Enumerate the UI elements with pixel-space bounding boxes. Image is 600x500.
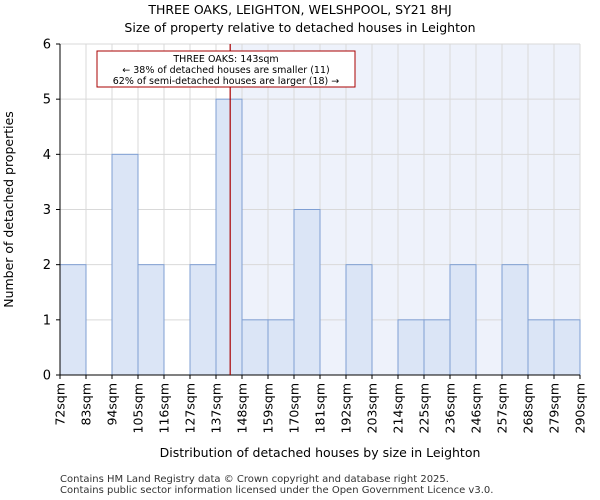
- x-tick-label: 170sqm: [287, 383, 302, 433]
- x-tick-label: 236sqm: [443, 383, 458, 433]
- x-tick-label: 94sqm: [105, 383, 120, 426]
- bar-94sqm: [111, 153, 139, 376]
- y-tick-label: 0: [43, 369, 51, 384]
- bar-148sqm: [241, 319, 269, 376]
- y-tick-label: 4: [43, 148, 51, 163]
- x-tick-label: 159sqm: [261, 383, 276, 433]
- bar-192sqm: [345, 264, 373, 376]
- annotation-line-1: THREE OAKS: 143sqm: [172, 54, 278, 65]
- x-tick-label: 181sqm: [313, 383, 328, 433]
- bar-105sqm: [137, 264, 165, 376]
- y-tick-label: 3: [43, 203, 51, 218]
- y-tick-label: 1: [43, 313, 51, 328]
- bar-236sqm: [449, 264, 477, 376]
- bar-214sqm: [397, 319, 425, 376]
- x-tick-label: 246sqm: [469, 383, 484, 433]
- x-tick-label: 148sqm: [235, 383, 250, 433]
- x-tick-label: 137sqm: [209, 383, 224, 433]
- x-tick-label: 203sqm: [365, 383, 380, 433]
- bar-268sqm: [527, 319, 555, 376]
- y-axis-label: Number of detached properties: [1, 111, 16, 308]
- annotation-line-2: ← 38% of detached houses are smaller (11…: [122, 65, 329, 76]
- x-tick-label: 290sqm: [573, 383, 588, 433]
- y-tick-label: 5: [43, 93, 51, 108]
- footer-line-1: Contains HM Land Registry data © Crown c…: [60, 474, 449, 485]
- bar-225sqm: [423, 319, 451, 376]
- bar-170sqm: [293, 209, 321, 376]
- bar-72sqm: [59, 264, 87, 376]
- chart-title: THREE OAKS, LEIGHTON, WELSHPOOL, SY21 8H…: [148, 2, 452, 17]
- x-tick-label: 214sqm: [391, 383, 406, 433]
- chart-subtitle: Size of property relative to detached ho…: [124, 20, 476, 35]
- x-tick-label: 105sqm: [131, 383, 146, 433]
- bar-257sqm: [501, 264, 529, 376]
- x-tick-label: 83sqm: [79, 383, 94, 426]
- bar-127sqm: [189, 264, 217, 376]
- annotation-box: [96, 50, 356, 88]
- x-axis-label: Distribution of detached houses by size …: [160, 445, 481, 460]
- x-tick-label: 257sqm: [495, 383, 510, 433]
- bar-159sqm: [267, 319, 295, 376]
- bar-137sqm: [215, 98, 243, 376]
- x-tick-label: 192sqm: [339, 383, 354, 433]
- x-tick-label: 279sqm: [547, 383, 562, 433]
- x-tick-label: 72sqm: [53, 383, 68, 426]
- footer-line-2: Contains public sector information licen…: [60, 485, 494, 496]
- x-tick-label: 225sqm: [417, 383, 432, 433]
- x-tick-label: 127sqm: [183, 383, 198, 433]
- bar-279sqm: [553, 319, 581, 376]
- x-tick-label: 116sqm: [157, 383, 172, 433]
- annotation-line-3: 62% of semi-detached houses are larger (…: [113, 76, 340, 87]
- x-tick-label: 268sqm: [521, 383, 536, 433]
- y-tick-label: 6: [43, 38, 51, 53]
- y-tick-label: 2: [43, 258, 51, 273]
